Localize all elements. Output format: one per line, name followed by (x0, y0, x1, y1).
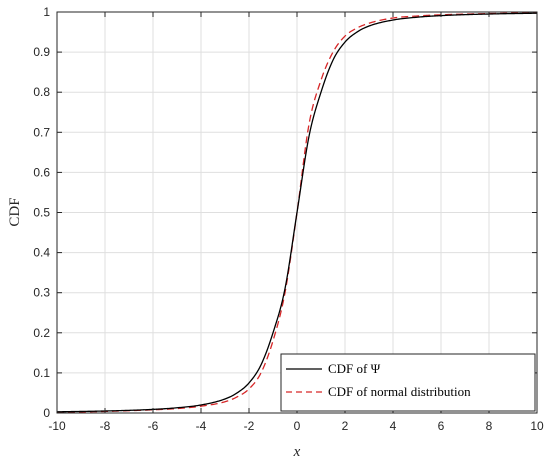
legend-label-psi: CDF of Ψ (328, 361, 381, 376)
y-tick-label: 0.6 (33, 165, 50, 179)
y-tick-label: 1 (43, 5, 50, 19)
x-tick-label: -4 (196, 419, 207, 433)
x-tick-label: 4 (390, 419, 397, 433)
x-tick-label: 6 (438, 419, 445, 433)
y-tick-label: 0.8 (33, 85, 50, 99)
x-tick-label: 10 (530, 419, 544, 433)
series-group (56, 12, 538, 413)
x-tick-label: 2 (342, 419, 349, 433)
x-tick-label: -8 (100, 419, 111, 433)
y-tick-label: 0.3 (33, 286, 50, 300)
legend-box (280, 353, 536, 412)
y-tick-label: 0.9 (33, 45, 50, 59)
x-tick-label: -2 (244, 419, 255, 433)
y-tick-label: 0 (43, 406, 50, 420)
y-tick-label: 0.2 (33, 326, 50, 340)
x-tick-label: -10 (48, 419, 66, 433)
series-line-psi (56, 12, 538, 413)
y-tick-label: 0.5 (33, 206, 50, 220)
y-tick-label: 0.7 (33, 125, 50, 139)
grid (57, 12, 537, 413)
y-tick-label: 0.4 (33, 246, 50, 260)
x-tick-label: -6 (148, 419, 159, 433)
y-axis-label: CDF (7, 197, 23, 226)
legend-label-normal: CDF of normal distribution (328, 384, 471, 399)
y-tick-label: 0.1 (33, 366, 50, 380)
tick-labels: -10 -8 -6 -4 -2 0 2 4 6 8 10 0 0.1 0.2 0.3 0.4 0.5 0.6 0.7… (33, 5, 544, 433)
x-axis-label: x (293, 444, 301, 460)
legend: CDF of Ψ CDF of normal distribution (280, 353, 536, 412)
x-tick-label: 8 (486, 419, 493, 433)
x-tick-label: 0 (294, 419, 301, 433)
